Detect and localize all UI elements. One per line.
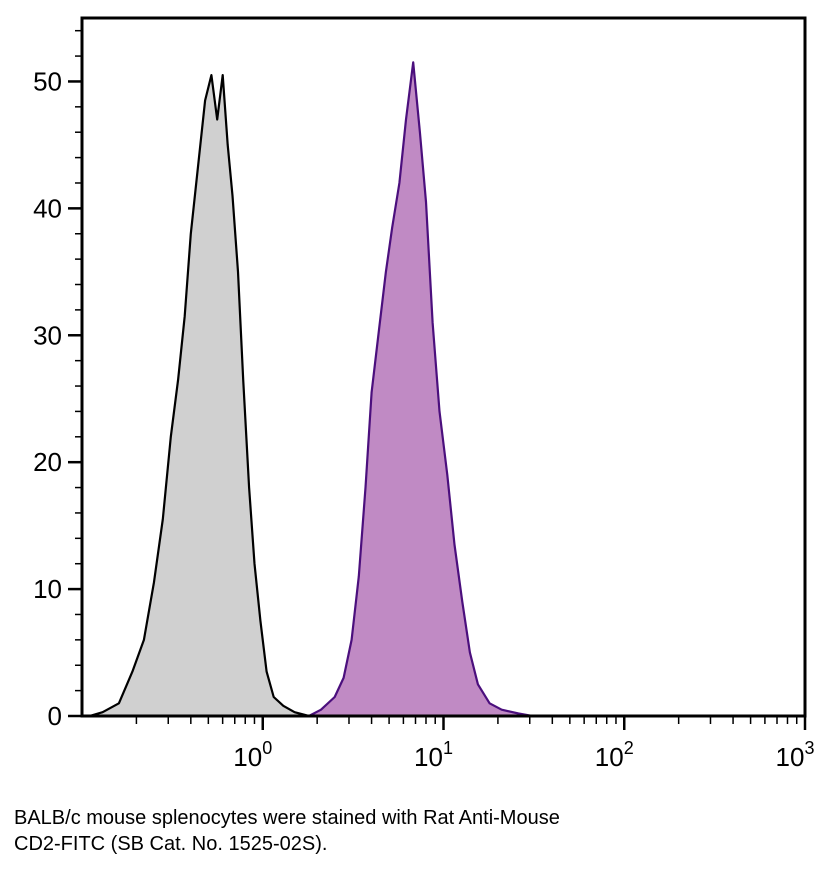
histogram-series-1 bbox=[88, 74, 310, 718]
figure-caption: BALB/c mouse splenocytes were stained wi… bbox=[14, 805, 814, 857]
histogram-chart: 0 10 20 30 40 50 100 101 102 103 bbox=[33, 16, 815, 772]
x-tick-label: 101 bbox=[414, 738, 453, 772]
y-tick-label: 10 bbox=[33, 574, 62, 604]
x-tick-label: 103 bbox=[776, 738, 815, 772]
y-tick-label: 50 bbox=[33, 66, 62, 96]
caption-line-1: BALB/c mouse splenocytes were stained wi… bbox=[14, 807, 560, 829]
y-tick-label: 40 bbox=[33, 193, 62, 223]
series-layer bbox=[88, 61, 534, 718]
histogram-series-2 bbox=[307, 61, 534, 718]
x-tick-label: 100 bbox=[233, 738, 272, 772]
y-tick-label: 0 bbox=[48, 701, 62, 731]
x-tick-label: 102 bbox=[595, 738, 634, 772]
y-tick-label: 30 bbox=[33, 320, 62, 350]
caption-line-2: CD2-FITC (SB Cat. No. 1525-02S). bbox=[14, 833, 328, 855]
y-tick-label: 20 bbox=[33, 447, 62, 477]
